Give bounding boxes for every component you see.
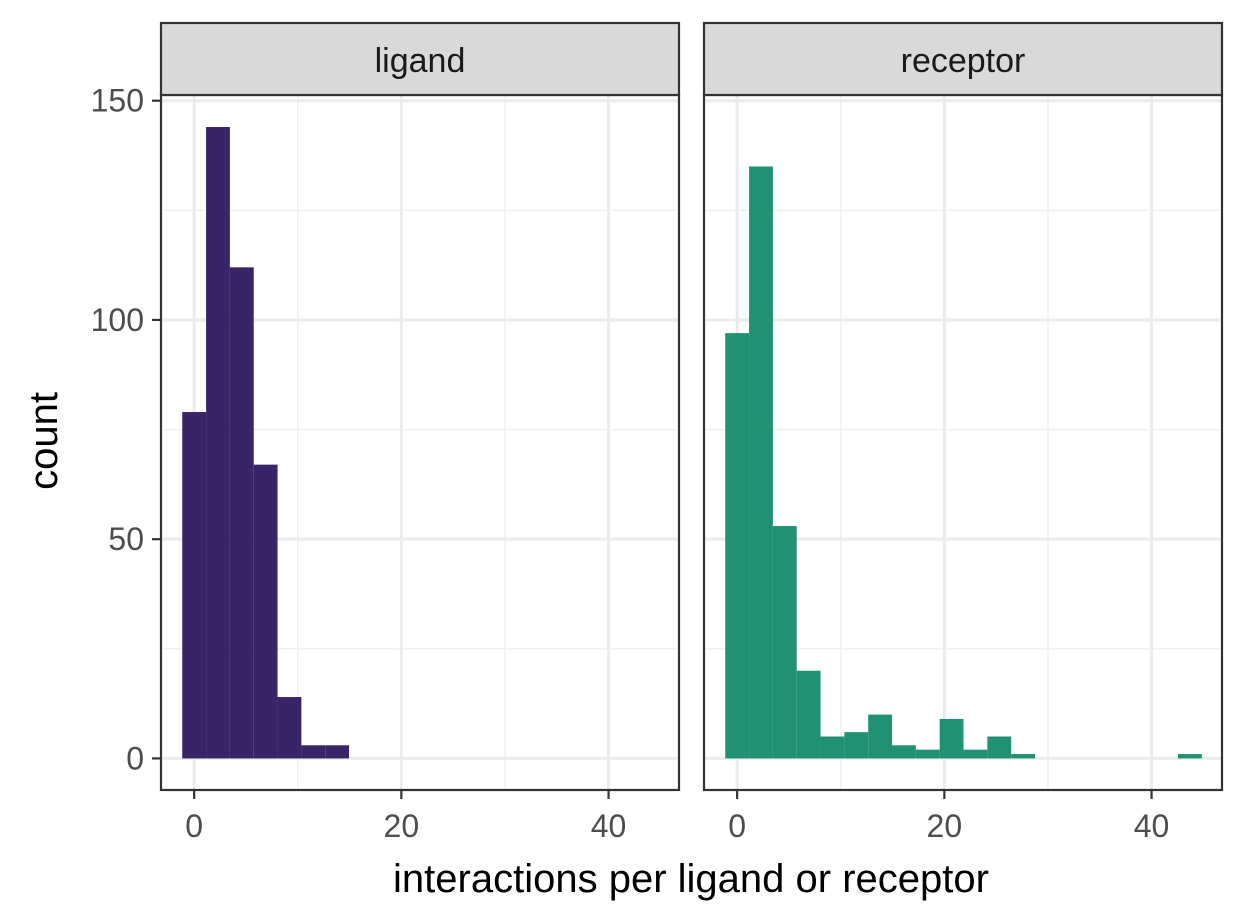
histogram-bar: [963, 749, 988, 759]
histogram-bar: [749, 166, 773, 759]
histogram-bar: [206, 127, 230, 759]
y-axis: 0 50 100 150: [91, 83, 161, 776]
histogram-bar: [229, 267, 254, 759]
histogram-bar: [253, 464, 278, 759]
histogram-bar: [772, 526, 797, 759]
histogram-bar: [796, 670, 821, 759]
histogram-bar: [939, 718, 964, 759]
y-axis-title: count: [22, 392, 66, 490]
facet-strip: [159, 21, 681, 97]
x-tick-label: 20: [384, 808, 420, 844]
facet-panel-ligand: ligand 0 20 40: [159, 21, 681, 844]
x-axis-title: interactions per ligand or receptor: [393, 857, 989, 901]
histogram-bar: [820, 736, 845, 759]
x-tick-label: 0: [728, 808, 746, 844]
y-tick-label: 150: [91, 83, 144, 119]
y-tick-label: 100: [91, 302, 144, 338]
facet-panel-receptor: receptor 0 20 40: [702, 21, 1224, 844]
histogram-bar: [844, 732, 869, 759]
facet-strip: [702, 21, 1224, 97]
histogram-bar: [987, 736, 1012, 759]
histogram-bar: [868, 714, 893, 759]
histogram-bar: [915, 749, 940, 759]
x-tick-label: 40: [1134, 808, 1170, 844]
x-tick-label: 0: [185, 808, 203, 844]
y-tick-label: 0: [126, 740, 144, 776]
histogram-bar: [277, 697, 302, 759]
histogram-bar: [182, 412, 207, 759]
histogram-bar: [301, 745, 326, 759]
histogram-bar: [325, 745, 350, 759]
x-tick-label: 40: [591, 808, 627, 844]
y-tick-label: 50: [108, 521, 144, 557]
facet-strip-label: ligand: [375, 42, 466, 80]
histogram-bar: [1177, 754, 1202, 759]
histogram-bar: [1011, 754, 1036, 759]
histogram-bar: [725, 333, 750, 759]
facet-strip-label: receptor: [901, 42, 1026, 80]
histogram-bar: [892, 745, 916, 759]
facet-panels: ligand 0 20 40 receptor 0 20 40: [159, 21, 1224, 844]
x-tick-label: 20: [927, 808, 963, 844]
